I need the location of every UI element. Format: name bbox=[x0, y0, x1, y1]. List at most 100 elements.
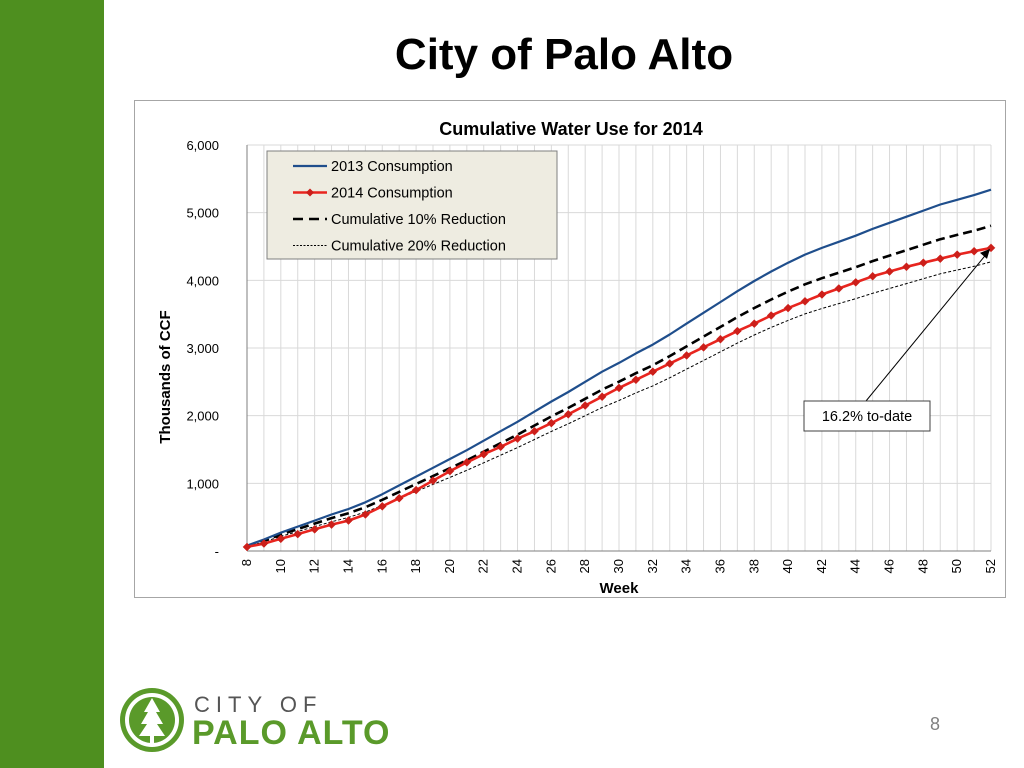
tree-logo-icon bbox=[120, 688, 184, 752]
series bbox=[242, 188, 996, 552]
data-point-2014 bbox=[919, 258, 928, 268]
data-point-2014 bbox=[462, 458, 472, 467]
data-point-2014 bbox=[428, 476, 438, 485]
legend-box bbox=[266, 150, 558, 260]
data-point-2014 bbox=[902, 262, 911, 272]
data-point-2014 bbox=[479, 449, 489, 459]
legend-label: 2014 Consumption bbox=[331, 186, 453, 202]
data-point-2014 bbox=[496, 442, 505, 452]
x-tick-label: 52 bbox=[983, 559, 998, 573]
x-tick-label: 34 bbox=[679, 559, 694, 573]
y-axis-label: Thousands of CCF bbox=[157, 310, 174, 443]
x-tick-label: 26 bbox=[543, 559, 558, 573]
page-number: 8 bbox=[930, 714, 941, 734]
x-tick-label: 40 bbox=[780, 559, 795, 573]
data-point-2014 bbox=[445, 466, 455, 476]
y-tick-label: 4,000 bbox=[186, 273, 219, 288]
data-point-2014 bbox=[597, 392, 607, 402]
legend-label: 2013 Consumption bbox=[331, 159, 453, 175]
data-point-2014 bbox=[293, 529, 303, 539]
x-tick-label: 38 bbox=[746, 559, 761, 573]
data-point-2014 bbox=[411, 485, 421, 495]
data-point-2014 bbox=[547, 418, 556, 428]
y-tick-label: - bbox=[215, 544, 219, 559]
data-point-2014 bbox=[648, 367, 658, 377]
x-tick-label: 14 bbox=[340, 559, 355, 573]
x-tick-label: 36 bbox=[712, 559, 727, 573]
axes: - 1,000 2,000 3,000 4,000 5,000 6,000 8 10 12 14 16… bbox=[186, 138, 998, 573]
x-tick-label: 8 bbox=[239, 559, 254, 566]
x-axis-label: Week bbox=[600, 580, 640, 597]
data-point-2014 bbox=[327, 520, 336, 529]
x-tick-label: 44 bbox=[848, 559, 863, 573]
x-tick-label: 50 bbox=[949, 559, 964, 573]
data-point-2014 bbox=[868, 271, 877, 281]
chart-title: Cumulative Water Use for 2014 bbox=[439, 119, 702, 139]
annotation-label: 16.2% to-date bbox=[822, 409, 912, 425]
x-tick-label: 20 bbox=[442, 559, 457, 573]
data-point-2014 bbox=[276, 534, 286, 544]
x-tick-label: 46 bbox=[882, 559, 897, 573]
chart-svg: - 1,000 2,000 3,000 4,000 5,000 6,000 8 10 12 14 16… bbox=[157, 119, 998, 597]
annotation-box bbox=[803, 400, 931, 432]
logo-palo-alto: PALO ALTO bbox=[192, 714, 391, 752]
data-point-2014 bbox=[733, 326, 742, 336]
slide-title: City of Palo Alto bbox=[394, 30, 734, 79]
data-point-2014 bbox=[394, 493, 404, 503]
data-point-2014 bbox=[851, 278, 861, 287]
data-point-2014 bbox=[310, 524, 319, 534]
logo-city-of: CITY OF bbox=[194, 692, 323, 717]
data-point-2014 bbox=[530, 426, 539, 436]
x-tick-label: 48 bbox=[915, 559, 930, 573]
data-point-2014 bbox=[749, 319, 759, 328]
x-tick-label: 42 bbox=[814, 559, 829, 573]
x-tick-label: 16 bbox=[374, 559, 389, 573]
data-point-2014 bbox=[377, 501, 387, 511]
annotation-arrowhead bbox=[980, 248, 990, 259]
data-point-2014 bbox=[631, 375, 641, 385]
y-tick-label: 1,000 bbox=[186, 476, 219, 491]
y-tick-label: 5,000 bbox=[186, 206, 219, 221]
green-sidebar bbox=[0, 0, 104, 768]
data-point-2014 bbox=[935, 254, 945, 264]
series-line-cumulative-10-reduction bbox=[246, 224, 992, 548]
y-tick-label: 6,000 bbox=[186, 138, 219, 153]
data-point-2014 bbox=[952, 250, 962, 259]
annotation-arrow-line bbox=[865, 250, 990, 402]
series-line-2013-consumption bbox=[246, 188, 992, 547]
data-point-2014 bbox=[766, 311, 776, 320]
data-point-2014 bbox=[580, 401, 590, 410]
y-tick-label: 3,000 bbox=[186, 341, 219, 356]
data-point-2014 bbox=[563, 409, 573, 419]
data-point-2014 bbox=[513, 434, 522, 444]
data-point-2014 bbox=[344, 516, 353, 525]
data-point-2014 bbox=[614, 383, 624, 393]
x-tick-label: 28 bbox=[577, 559, 592, 573]
data-point-2014 bbox=[665, 359, 675, 368]
data-point-2014 bbox=[242, 542, 252, 552]
data-point-2014 bbox=[716, 334, 725, 344]
x-tick-label: 10 bbox=[273, 559, 288, 573]
data-point-2014 bbox=[783, 303, 793, 313]
annotation: 16.2% to-date bbox=[803, 248, 990, 432]
data-point-2014 bbox=[969, 246, 979, 256]
y-tick-label: 2,000 bbox=[186, 409, 219, 424]
legend-label: Cumulative 20% Reduction bbox=[331, 239, 506, 255]
data-point-2014 bbox=[259, 539, 269, 548]
x-tick-label: 24 bbox=[510, 559, 525, 573]
data-point-2014 bbox=[699, 342, 708, 352]
data-point-2014 bbox=[817, 290, 827, 299]
x-tick-label: 22 bbox=[476, 559, 491, 573]
x-tick-label: 32 bbox=[645, 559, 660, 573]
data-point-2014 bbox=[800, 296, 810, 306]
x-tick-label: 18 bbox=[408, 559, 423, 573]
x-tick-label: 12 bbox=[307, 559, 322, 573]
legend: 2013 Consumption 2014 Consumption Cumulati… bbox=[266, 150, 558, 260]
data-point-2014 bbox=[361, 510, 370, 519]
data-point-2014 bbox=[885, 267, 894, 276]
x-tick-label: 30 bbox=[611, 559, 626, 573]
data-point-2014 bbox=[834, 284, 844, 293]
city-logo: CITY OF PALO ALTO bbox=[120, 688, 430, 752]
legend-marker bbox=[306, 188, 314, 197]
data-point-2014 bbox=[682, 351, 691, 360]
